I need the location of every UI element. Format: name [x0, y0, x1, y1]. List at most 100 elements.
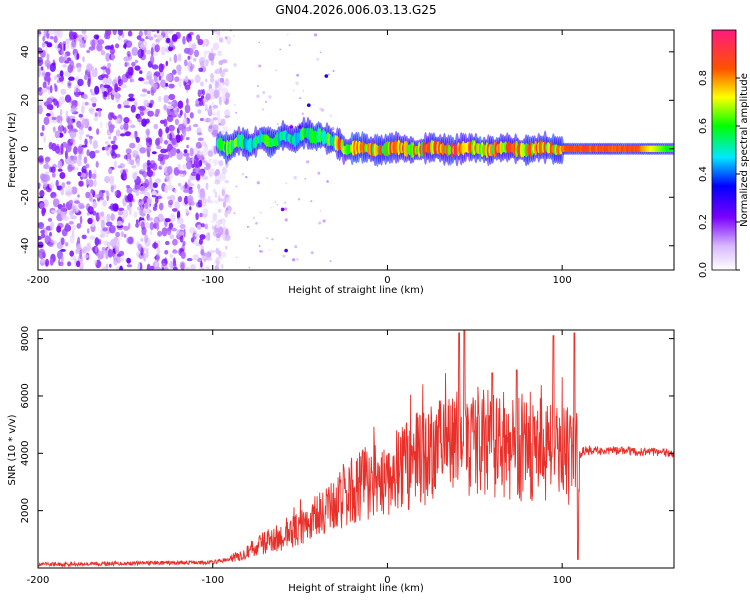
x-tick-label: 100 — [553, 275, 572, 286]
noise-point — [258, 245, 261, 247]
noise-blob — [117, 207, 125, 211]
noise-blob — [79, 135, 83, 141]
noise-blob — [171, 69, 177, 75]
noise-blob — [51, 172, 56, 178]
noise-blob — [100, 66, 107, 70]
noise-blob — [172, 238, 178, 246]
noise-blob — [51, 116, 57, 121]
noise-blob — [65, 110, 69, 119]
noise-blob — [117, 35, 121, 41]
outlier-point — [284, 248, 288, 253]
noise-blob — [87, 217, 93, 225]
noise-blob — [135, 136, 140, 143]
noise-blob — [154, 202, 158, 208]
spectrogram-plot-area — [38, 30, 674, 270]
noise-blob — [57, 47, 61, 51]
noise-blob — [55, 179, 59, 188]
y-tick-label: 40 — [20, 45, 31, 58]
noise-blob — [61, 48, 64, 56]
noise-blob — [140, 221, 145, 230]
noise-blob — [66, 181, 71, 185]
noise-blob — [212, 104, 219, 109]
noise-blob — [65, 143, 71, 151]
x-tick-label: -200 — [27, 275, 50, 286]
noise-blob — [108, 205, 114, 210]
noise-blob — [84, 101, 89, 106]
noise-blob — [177, 100, 184, 109]
noise-blob — [60, 187, 65, 196]
noise-blob — [221, 166, 227, 175]
noise-point — [302, 90, 305, 92]
noise-blob — [156, 145, 162, 150]
x-tick-label: 100 — [553, 575, 572, 586]
noise-blob — [83, 254, 89, 259]
noise-blob — [78, 202, 85, 210]
noise-point — [261, 108, 265, 111]
noise-blob — [199, 191, 206, 200]
noise-blob — [75, 207, 79, 212]
noise-blob — [149, 221, 154, 231]
noise-blob — [182, 240, 186, 247]
noise-point — [332, 70, 335, 72]
noise-blob — [89, 235, 96, 240]
noise-blob — [44, 171, 49, 175]
noise-blob — [97, 39, 105, 45]
noise-blob — [183, 189, 189, 193]
noise-blob — [185, 208, 189, 214]
noise-blob — [84, 138, 88, 146]
noise-blob — [51, 210, 57, 213]
noise-blob — [54, 130, 60, 139]
noise-blob — [138, 30, 143, 37]
noise-blob — [67, 164, 73, 173]
noise-blob — [77, 257, 84, 262]
noise-blob — [120, 231, 125, 238]
noise-blob — [168, 199, 174, 206]
noise-blob — [144, 30, 148, 36]
noise-point — [310, 200, 313, 203]
noise-point — [276, 123, 279, 126]
noise-blob — [126, 264, 133, 268]
noise-blob — [64, 242, 69, 247]
noise-blob — [110, 140, 116, 145]
noise-point — [329, 114, 332, 117]
noise-blob — [203, 166, 210, 171]
noise-blob — [167, 101, 175, 105]
noise-blob — [199, 212, 203, 218]
noise-blob — [212, 188, 217, 194]
noise-blob — [100, 219, 105, 230]
noise-blob — [80, 263, 84, 269]
noise-blob — [54, 44, 58, 49]
noise-blob — [72, 155, 78, 162]
noise-blob — [40, 66, 44, 71]
noise-blob — [200, 81, 204, 87]
noise-blob — [79, 215, 83, 225]
noise-blob — [79, 117, 85, 121]
noise-blob — [117, 103, 122, 109]
noise-blob — [209, 249, 216, 254]
noise-blob — [81, 30, 87, 35]
noise-blob — [123, 225, 130, 231]
noise-blob — [221, 188, 226, 197]
noise-blob — [210, 118, 215, 126]
noise-blob — [77, 66, 82, 73]
noise-blob — [38, 182, 41, 187]
noise-point — [253, 216, 255, 219]
noise-blob — [91, 173, 97, 179]
noise-blob — [115, 129, 121, 137]
noise-blob — [143, 252, 147, 262]
noise-blob — [225, 92, 231, 99]
noise-blob — [198, 169, 205, 176]
noise-point — [292, 258, 296, 262]
noise-point — [279, 48, 282, 51]
noise-blob — [156, 240, 161, 244]
noise-blob — [69, 125, 72, 132]
noise-point — [270, 207, 272, 209]
noise-blob — [41, 207, 46, 217]
noise-blob — [185, 267, 191, 270]
noise-blob — [41, 233, 46, 239]
noise-blob — [60, 237, 65, 245]
noise-blob — [159, 135, 163, 144]
noise-blob — [57, 30, 61, 37]
noise-blob — [191, 43, 197, 50]
noise-blob — [198, 238, 203, 245]
